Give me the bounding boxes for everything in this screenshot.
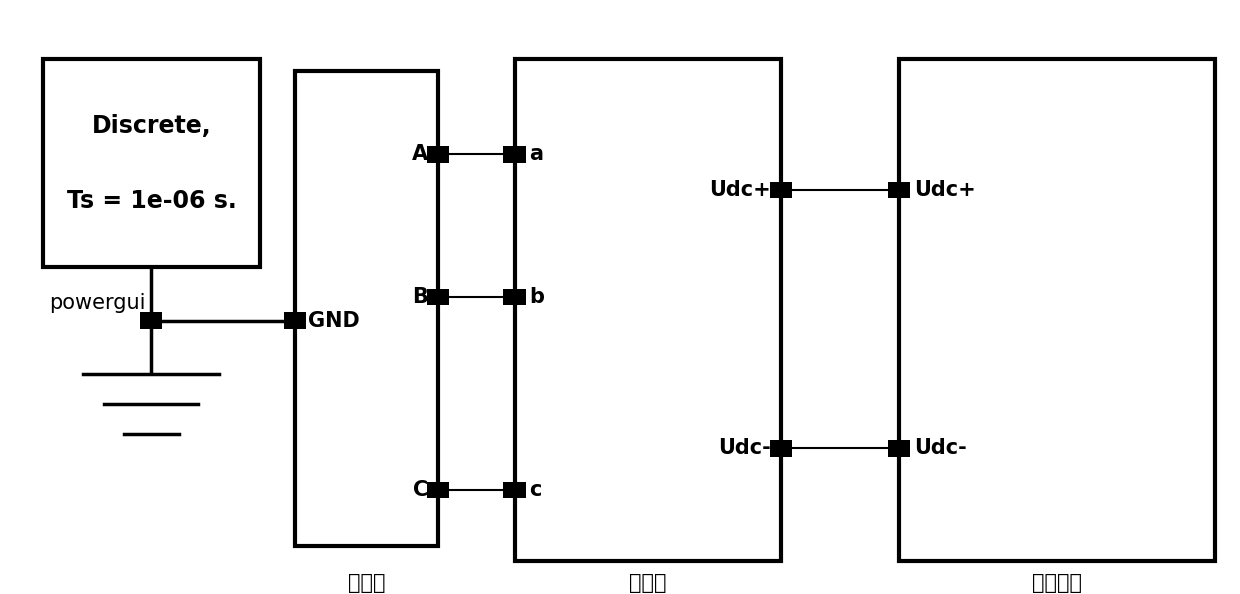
Bar [515, 59, 781, 561]
Text: Udc-: Udc- [914, 438, 967, 459]
Text: GND: GND [308, 311, 360, 331]
Bar [43, 59, 260, 267]
Text: 供电端: 供电端 [347, 573, 386, 593]
Bar [899, 59, 1215, 561]
Bar [888, 182, 910, 198]
Bar [284, 312, 306, 329]
Text: b: b [529, 287, 544, 307]
Bar [295, 71, 438, 546]
Bar [427, 289, 449, 305]
Bar [427, 146, 449, 163]
Text: a: a [529, 144, 543, 165]
Text: B: B [412, 287, 428, 307]
Bar [888, 440, 910, 457]
Text: 电机回路: 电机回路 [1032, 573, 1083, 593]
Bar [503, 482, 526, 498]
Text: A: A [412, 144, 428, 165]
Text: Ts = 1e-06 s.: Ts = 1e-06 s. [67, 189, 237, 213]
Text: C: C [413, 480, 428, 500]
Text: Udc+: Udc+ [709, 180, 771, 200]
Text: 整流器: 整流器 [629, 573, 667, 593]
Text: Udc+: Udc+ [914, 180, 976, 200]
Text: Udc-: Udc- [718, 438, 771, 459]
Text: Discrete,: Discrete, [92, 114, 212, 138]
Bar [427, 482, 449, 498]
Bar [770, 182, 792, 198]
Text: powergui: powergui [50, 293, 146, 313]
Bar [140, 312, 162, 329]
Bar [770, 440, 792, 457]
Bar [503, 146, 526, 163]
Text: c: c [529, 480, 542, 500]
Bar [503, 289, 526, 305]
